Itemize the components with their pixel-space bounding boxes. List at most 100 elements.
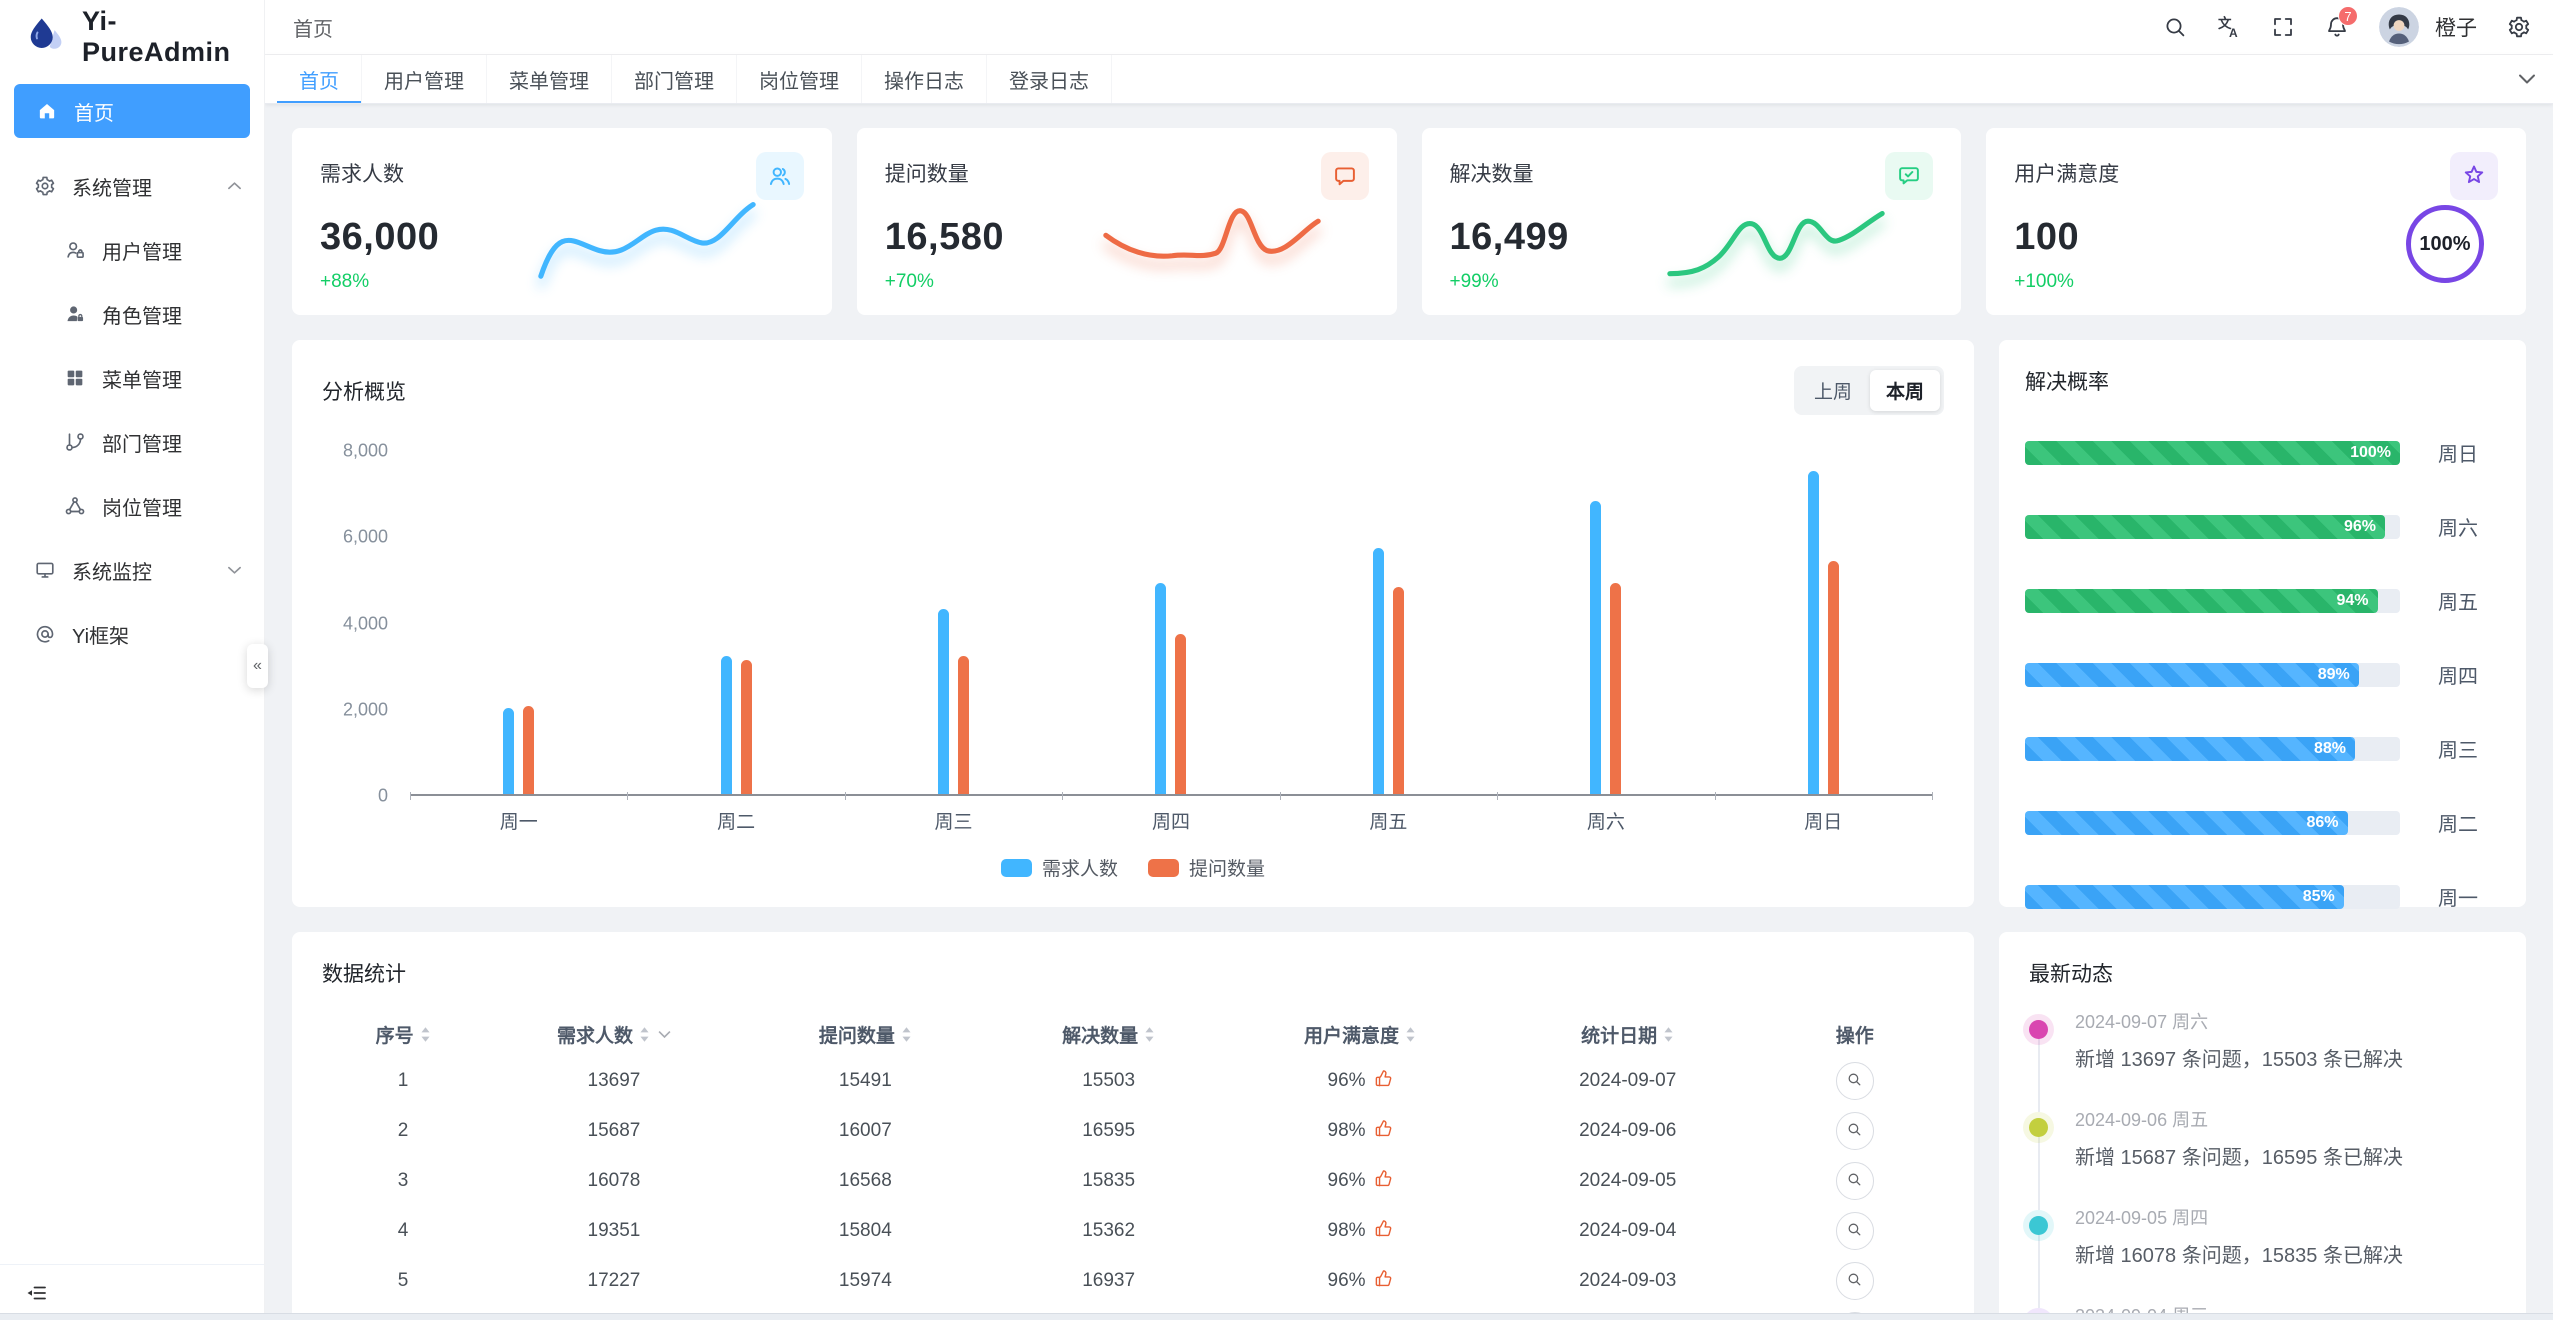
- column-header-1[interactable]: 需求人数: [484, 1021, 744, 1048]
- gear-icon[interactable]: [2507, 15, 2531, 39]
- legend-item-1[interactable]: 提问数量: [1148, 854, 1265, 881]
- tab-1[interactable]: 用户管理: [362, 55, 487, 103]
- progress-track: 96%: [2025, 514, 2400, 539]
- stat-cards-row: 需求人数 36,000 +88% 提问数量 16,580 +70% 解决数量 1…: [292, 128, 2526, 315]
- progress-day-label: 周一: [2438, 888, 2478, 910]
- svg-text:文: 文: [2218, 15, 2232, 31]
- solve-rate-row-4: 88% 周三: [2025, 734, 2500, 763]
- row-view-button-4[interactable]: [1835, 1262, 1874, 1300]
- sidebar-group-0[interactable]: 系统管理: [0, 154, 264, 218]
- tab-6[interactable]: 登录日志: [987, 55, 1112, 103]
- toggle-week-1[interactable]: 本周: [1869, 370, 1940, 411]
- sidebar-item-home[interactable]: 首页: [14, 84, 250, 138]
- sidebar-item-0-3[interactable]: 部门管理: [0, 410, 264, 474]
- column-header-3[interactable]: 解决数量: [987, 1021, 1230, 1048]
- column-header-4[interactable]: 用户满意度: [1230, 1021, 1490, 1048]
- column-header-0[interactable]: 序号: [322, 1021, 484, 1048]
- username[interactable]: 橙子: [2435, 17, 2477, 40]
- role-icon: [64, 303, 86, 325]
- tab-2[interactable]: 菜单管理: [487, 55, 612, 103]
- bar-questions-5[interactable]: [1610, 582, 1622, 794]
- sidebar-group-2[interactable]: Yi框架: [0, 602, 264, 666]
- sort-carets-icon[interactable]: [1663, 1026, 1674, 1043]
- bar-demand-2[interactable]: [938, 608, 950, 794]
- sort-carets-icon[interactable]: [901, 1026, 912, 1043]
- tab-4[interactable]: 岗位管理: [737, 55, 862, 103]
- bar-demand-6[interactable]: [1807, 470, 1819, 794]
- table-row-0: 1 13697 15491 15503 96% 2024-09-07: [322, 1056, 1944, 1106]
- avatar[interactable]: [2379, 7, 2419, 47]
- sparkline: [1057, 179, 1367, 289]
- window-bottom-edge: [0, 1313, 2553, 1320]
- monitor-icon: [34, 559, 56, 581]
- column-header-2[interactable]: 提问数量: [744, 1021, 987, 1048]
- sidebar-item-0-4[interactable]: 岗位管理: [0, 474, 264, 538]
- sparkline: [492, 179, 802, 289]
- sidebar-item-0-0[interactable]: 用户管理: [0, 218, 264, 282]
- column-header-5[interactable]: 统计日期: [1490, 1021, 1766, 1048]
- progress-track: 94%: [2025, 588, 2400, 613]
- x-axis-label: 周一: [499, 812, 538, 833]
- solve-rate-row-1: 96% 周六: [2025, 512, 2500, 541]
- toggle-week-0[interactable]: 上周: [1798, 370, 1868, 411]
- bar-questions-2[interactable]: [958, 656, 970, 794]
- bar-demand-0[interactable]: [503, 707, 515, 794]
- bar-questions-6[interactable]: [1827, 561, 1839, 794]
- grid-icon: [64, 367, 86, 389]
- timeline-text: 新增 15687 条问题，16595 条已解决: [2075, 1147, 2403, 1169]
- sidebar-item-label: 首页: [74, 102, 114, 125]
- timeline-text: 新增 16078 条问题，15835 条已解决: [2075, 1245, 2403, 1267]
- progress-day-label: 周四: [2438, 666, 2478, 688]
- progress-percent: 85%: [2302, 887, 2335, 905]
- activity-timeline: 2024-09-07 周六 新增 13697 条问题，15503 条已解决 20…: [2029, 1008, 2496, 1320]
- tabs: 首页 用户管理 菜单管理 部门管理 岗位管理 操作日志 登录日志: [277, 55, 1112, 103]
- sort-carets-icon[interactable]: [1405, 1026, 1416, 1043]
- tab-3[interactable]: 部门管理: [612, 55, 737, 103]
- legend-item-0[interactable]: 需求人数: [1000, 854, 1118, 881]
- bar-demand-1[interactable]: [720, 656, 732, 794]
- chevron-down-icon[interactable]: [658, 1030, 671, 1039]
- bell-icon[interactable]: 7: [2325, 6, 2358, 39]
- tab-5[interactable]: 操作日志: [862, 55, 987, 103]
- progress-percent: 86%: [2306, 813, 2339, 831]
- sidebar-item-0-2[interactable]: 菜单管理: [0, 346, 264, 410]
- sidebar-item-0-1[interactable]: 角色管理: [0, 282, 264, 346]
- timeline-title: 最新动态: [2029, 963, 2113, 986]
- fullscreen-icon[interactable]: [2271, 15, 2295, 39]
- bar-demand-5[interactable]: [1590, 500, 1602, 794]
- tab-0[interactable]: 首页: [277, 55, 362, 103]
- fold-menu-icon[interactable]: [24, 1281, 48, 1305]
- network-icon: [64, 495, 86, 517]
- row-view-button-0[interactable]: [1835, 1062, 1874, 1100]
- table-title: 数据统计: [322, 963, 406, 986]
- collapse-sidebar-handle[interactable]: «: [247, 644, 268, 688]
- message-check-icon: [1885, 152, 1934, 200]
- row-view-button-2[interactable]: [1835, 1162, 1874, 1200]
- sort-carets-icon[interactable]: [639, 1026, 650, 1043]
- chart-category-3: [1062, 451, 1279, 794]
- sort-carets-icon[interactable]: [420, 1026, 431, 1043]
- bar-questions-1[interactable]: [740, 660, 752, 794]
- progress-fill: 85%: [2025, 884, 2344, 909]
- timeline-date: 2024-09-07 周六: [2075, 1012, 2209, 1032]
- stat-value: 36,000: [320, 216, 440, 258]
- bar-questions-0[interactable]: [523, 705, 535, 794]
- search-icon[interactable]: [2163, 15, 2187, 39]
- breadcrumb: 首页: [293, 18, 333, 41]
- x-axis-label: 周四: [1151, 812, 1190, 833]
- tabs-more-chevron-icon[interactable]: [2501, 55, 2553, 103]
- bar-demand-3[interactable]: [1155, 582, 1167, 794]
- row-view-button-1[interactable]: [1835, 1112, 1874, 1150]
- chevron-up-icon: [227, 181, 242, 191]
- row-view-button-3[interactable]: [1835, 1212, 1874, 1250]
- bar-demand-4[interactable]: [1372, 548, 1384, 794]
- bar-questions-3[interactable]: [1175, 634, 1187, 794]
- solve-rate-title: 解决概率: [2025, 371, 2109, 394]
- app-logo[interactable]: Yi-PureAdmin: [0, 0, 264, 74]
- bar-questions-4[interactable]: [1392, 587, 1404, 794]
- sidebar-group-1[interactable]: 系统监控: [0, 538, 264, 602]
- magnifier-icon: [1846, 1121, 1863, 1141]
- chart-legend: 需求人数 提问数量: [322, 854, 1944, 881]
- sort-carets-icon[interactable]: [1144, 1026, 1155, 1043]
